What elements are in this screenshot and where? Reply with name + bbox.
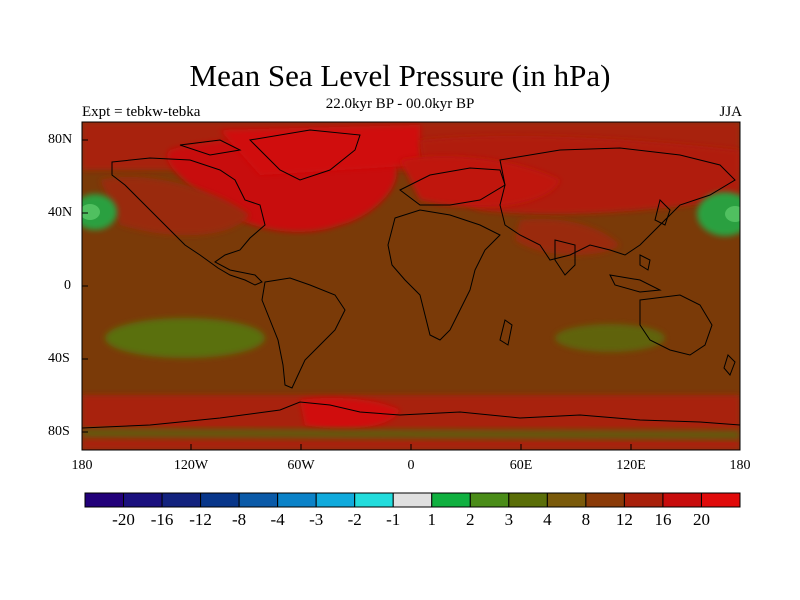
- colorbar-label: -16: [150, 510, 174, 529]
- chart-title: Mean Sea Level Pressure (in hPa): [189, 58, 611, 93]
- greenland-high: [220, 125, 420, 175]
- colorbar-box: [123, 492, 163, 508]
- colorbar-box: [623, 492, 664, 508]
- lon-label-120e: 120E: [616, 458, 646, 473]
- east-pacific-low: [697, 192, 740, 236]
- colorbar-box: [315, 492, 356, 508]
- colorbar-box: [277, 492, 317, 508]
- colorbar-label: 16: [654, 510, 672, 529]
- colorbar-label: -12: [189, 510, 212, 529]
- coastlines: [82, 129, 740, 429]
- colorbar-box: [84, 492, 125, 508]
- season-label: JJA: [719, 104, 742, 120]
- colorbar-label: -4: [270, 510, 285, 529]
- colorbar-box: [238, 492, 279, 508]
- chart-subtitle: 22.0kyr BP - 00.0kyr BP: [325, 96, 475, 112]
- lat-label-40s: 40S: [48, 351, 70, 366]
- lon-label-60e: 60E: [509, 458, 533, 473]
- colorbar-box: [469, 492, 510, 508]
- colorbar-box: [431, 492, 471, 508]
- map-ticks: [82, 139, 632, 450]
- colorbar-label: -3: [309, 510, 324, 529]
- west-pacific-low-core: [82, 204, 100, 220]
- north-america-positive: [100, 176, 250, 236]
- lon-label-180e: 180: [729, 458, 751, 473]
- east-pacific-low-core: [725, 206, 740, 222]
- experiment-label: Expt = tebkw-tebka: [82, 104, 201, 120]
- colorbar-label: 8: [581, 510, 591, 529]
- colorbar-label: 12: [615, 510, 633, 529]
- lon-label-0: 0: [407, 458, 415, 473]
- colorbar-box: [662, 492, 702, 508]
- colorbar-box: [508, 492, 548, 508]
- colorbar-label: -2: [347, 510, 362, 529]
- lat-label-0: 0: [64, 278, 71, 293]
- lon-label-180w: 180: [71, 458, 93, 473]
- south-pacific-low: [105, 318, 265, 358]
- pacific-south-green-band: [82, 428, 740, 440]
- colorbar-label: -8: [232, 510, 247, 529]
- colorbar-label: 2: [466, 510, 475, 529]
- colorbar-box: [585, 492, 625, 508]
- colorbar-box: [161, 492, 202, 508]
- colorbar-box: [354, 492, 394, 508]
- lat-label-40n: 40N: [48, 205, 73, 220]
- colorbar-label: 3: [504, 510, 514, 529]
- south-indian-low: [555, 324, 665, 352]
- lon-label-120w: 120W: [173, 458, 209, 473]
- colorbar-label: -1: [386, 510, 401, 529]
- colorbar-box: [392, 492, 433, 508]
- colorbar-box: [700, 492, 741, 508]
- southern-ocean-band: [82, 395, 740, 450]
- europe-high: [400, 156, 560, 208]
- lat-label-80n: 80N: [48, 132, 73, 147]
- weddell-high: [300, 398, 400, 429]
- colorbar-label: -20: [112, 510, 135, 529]
- lon-label-60w: 60W: [287, 458, 315, 473]
- colorbar-box: [546, 492, 587, 508]
- colorbar-box: [200, 492, 240, 508]
- lat-label-80s: 80S: [48, 424, 70, 439]
- colorbar-label: 20: [692, 510, 710, 529]
- colorbar-label: 4: [543, 510, 552, 529]
- colorbar-label: 1: [427, 510, 437, 529]
